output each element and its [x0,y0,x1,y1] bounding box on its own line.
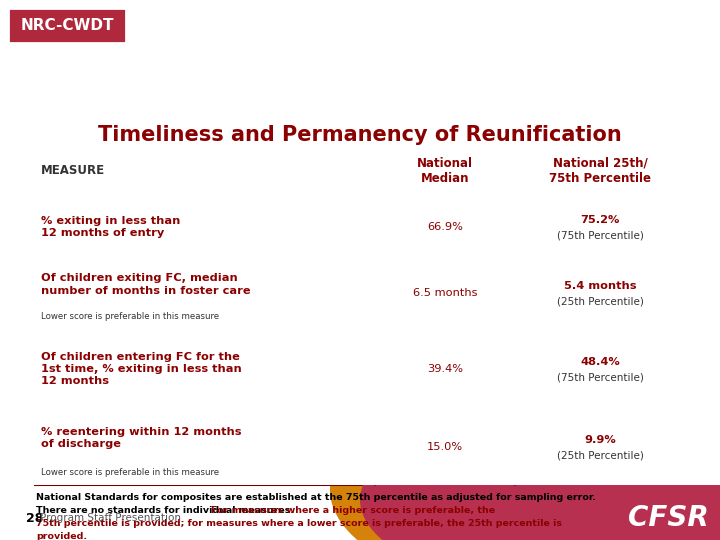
Text: 48.4%: 48.4% [580,357,620,367]
Bar [0,125,720,540]
Ellipse shape [330,380,720,540]
Text: CFSR: CFSR [628,504,708,532]
Text: provided.: provided. [36,532,87,540]
Bar [35,145,685,485]
Text: (25th Percentile): (25th Percentile) [557,297,644,307]
Text: 75th percentile is provided; for measures where a lower score is preferable, the: 75th percentile is provided; for measure… [36,519,562,528]
Text: 9.9%: 9.9% [584,435,616,445]
Text: NRC-CWDT: NRC-CWDT [20,18,114,33]
Text: MEASURE: MEASURE [41,165,105,178]
Text: Of children exiting FC, median
number of months in foster care: Of children exiting FC, median number of… [41,273,251,295]
Text: There are no standards for individual measures.: There are no standards for individual me… [36,506,297,515]
Text: % reentering within 12 months
of discharge: % reentering within 12 months of dischar… [41,427,241,449]
Text: 15.0%: 15.0% [427,442,463,452]
Ellipse shape [360,405,720,540]
Text: 28: 28 [26,511,43,524]
Text: Timeliness and Permanency of Reunification: Timeliness and Permanency of Reunificati… [98,125,622,145]
Text: 39.4%: 39.4% [427,364,463,374]
Text: Program Staff Presentation: Program Staff Presentation [40,513,181,523]
Text: (25th Percentile): (25th Percentile) [557,451,644,461]
Text: 6.5 months: 6.5 months [413,288,477,298]
Text: (75th Percentile): (75th Percentile) [557,231,644,241]
Text: 5.4 months: 5.4 months [564,281,636,291]
Text: Of children entering FC for the
1st time, % exiting in less than
12 months: Of children entering FC for the 1st time… [41,352,242,387]
Text: (75th Percentile): (75th Percentile) [557,373,644,383]
Text: 75.2%: 75.2% [580,215,620,225]
Text: National 25th/
75th Percentile: National 25th/ 75th Percentile [549,157,651,185]
Bar [8,8,126,43]
Text: National Standards for composites are established at the 75th percentile as adju: National Standards for composites are es… [36,493,596,502]
Text: 66.9%: 66.9% [427,222,463,232]
Ellipse shape [140,0,720,260]
Text: % exiting in less than
12 months of entry: % exiting in less than 12 months of entr… [41,216,181,238]
Text: Lower score is preferable in this measure: Lower score is preferable in this measur… [41,312,219,321]
Text: Lower score is preferable in this measure: Lower score is preferable in this measur… [41,468,219,477]
Text: National
Median: National Median [417,157,473,185]
Text: For measures where a higher score is preferable, the: For measures where a higher score is pre… [211,506,495,515]
